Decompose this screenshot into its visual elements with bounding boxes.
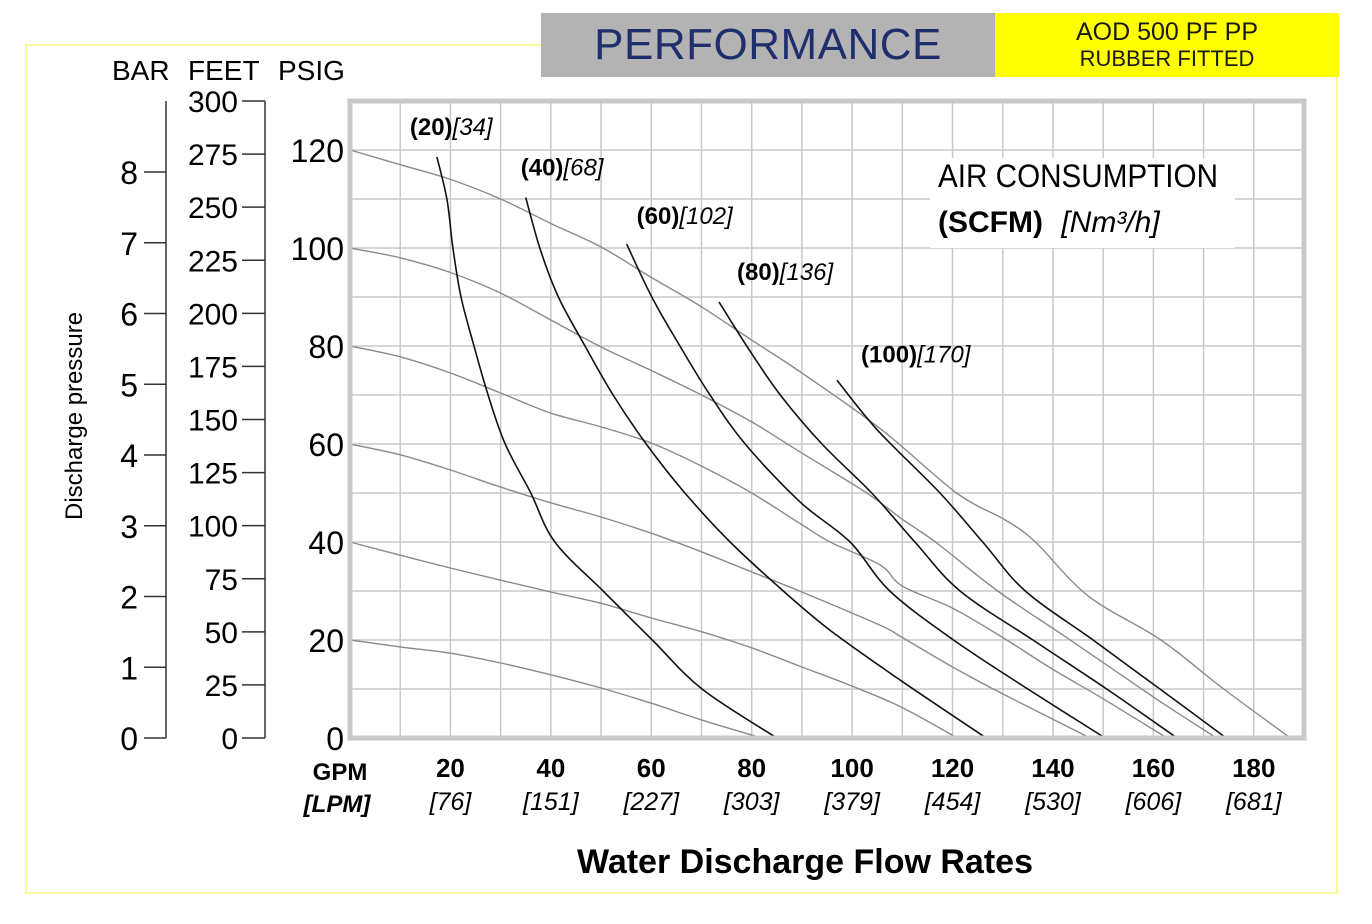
feet-tick-label: 300 [188, 86, 238, 119]
x-tick-gpm: 20 [436, 753, 465, 783]
x-tick-gpm: 180 [1232, 753, 1275, 783]
air-consumption-curve [836, 379, 1227, 739]
bar-tick-label: 8 [120, 155, 138, 191]
feet-tick-label: 225 [188, 245, 238, 278]
feet-tick-label: 150 [188, 405, 238, 438]
x-axis-title: Water Discharge Flow Rates [577, 843, 1033, 881]
air-curve-label-nm3h: [136] [779, 259, 835, 286]
y-axis-title: Discharge pressure [61, 312, 88, 520]
air-curve-label-nm3h: [68] [562, 155, 604, 182]
header-title-box: PERFORMANCE [541, 13, 995, 77]
pressure-curve [349, 443, 1091, 739]
x-tick-lpm: [530] [1024, 788, 1082, 816]
x-unit-lpm: [LPM] [303, 791, 372, 818]
bar-axis: 0 1 2 3 4 5 6 7 8 [120, 101, 167, 757]
x-tick-lpm: [379] [823, 788, 881, 816]
psig-tick-label: 60 [308, 427, 344, 463]
psig-tick-label: 0 [326, 721, 344, 757]
x-axis: 20 [76] 40 [151] 60 [227] 80 [303] 100 [379] 120 [4… [429, 753, 1283, 816]
x-tick-lpm: [151] [522, 788, 580, 816]
x-tick-lpm: [454] [924, 788, 982, 816]
feet-tick-label: 25 [205, 670, 238, 703]
x-tick-lpm: [227] [622, 788, 680, 816]
pressure-curves [349, 149, 1291, 739]
feet-tick-label: 200 [188, 298, 238, 331]
psig-tick-label: 100 [291, 231, 344, 267]
x-tick-gpm: 40 [536, 753, 565, 783]
feet-axis: 0 25 50 75 100 125 150 175 200 225 250 275 300 [188, 86, 266, 756]
axis-header-bar: BAR [112, 55, 170, 86]
feet-tick-label: 0 [221, 723, 238, 756]
legend-background [930, 158, 1235, 248]
bar-tick-label: 0 [120, 721, 138, 757]
legend-unit: (SCFM) [Nm³/h] [938, 206, 1160, 239]
axis-header-feet: FEET [188, 55, 260, 86]
air-curve-label: (60)[102] [637, 203, 734, 230]
bar-tick-label: 7 [120, 226, 138, 262]
bar-tick-label: 1 [120, 650, 138, 686]
header-title: PERFORMANCE [594, 20, 942, 69]
x-tick-gpm: 60 [637, 753, 666, 783]
air-curve-label: (100)[170] [861, 341, 972, 368]
bar-tick-label: 5 [120, 367, 138, 403]
feet-tick-label: 125 [188, 458, 238, 491]
air-consumption-curve [524, 197, 987, 739]
air-curve-label-nm3h: [34] [452, 114, 494, 141]
pressure-curve [349, 639, 762, 739]
feet-tick-label: 175 [188, 351, 238, 384]
psig-tick-label: 80 [308, 329, 344, 365]
air-curve-label-scfm: (40) [521, 155, 564, 182]
air-curve-label-scfm: (80) [737, 259, 780, 286]
legend-title: AIR CONSUMPTION [938, 158, 1218, 194]
x-tick-gpm: 120 [931, 753, 974, 783]
psig-tick-label: 40 [308, 525, 344, 561]
feet-tick-label: 275 [188, 139, 238, 172]
air-consumption-curves [436, 156, 1227, 739]
pressure-curve [349, 541, 958, 739]
bar-tick-label: 3 [120, 509, 138, 545]
header-fitting: RUBBER FITTED [1079, 46, 1255, 71]
air-curve-label-scfm: (20) [410, 114, 453, 141]
pressure-curve [349, 149, 1291, 739]
psig-tick-label: 120 [291, 133, 344, 169]
feet-tick-label: 50 [205, 617, 238, 650]
bar-tick-label: 6 [120, 297, 138, 333]
air-curve-label: (40)[68] [521, 155, 605, 182]
air-curve-label-nm3h: [102] [678, 203, 734, 230]
x-tick-gpm: 80 [737, 753, 766, 783]
air-curve-label: (20)[34] [410, 114, 494, 141]
air-curve-label-nm3h: [170] [916, 341, 972, 368]
air-curve-label-scfm: (60) [637, 203, 680, 230]
curve-labels: (20)[34](40)[68](60)[102](80)[136](100)[… [410, 114, 972, 368]
x-unit-gpm: GPM [313, 759, 368, 786]
air-consumption-curve [625, 243, 1106, 739]
header-model-box: AOD 500 PF PP RUBBER FITTED [995, 13, 1339, 77]
pressure-curve [349, 247, 1217, 739]
x-tick-gpm: 100 [830, 753, 873, 783]
plot-border [347, 98, 1307, 741]
bar-tick-label: 2 [120, 580, 138, 616]
bar-tick-label: 4 [120, 438, 138, 474]
feet-tick-label: 250 [188, 192, 238, 225]
pressure-curve [349, 345, 1168, 739]
psig-axis: 0 20 40 60 80 100 120 [291, 133, 344, 757]
feet-tick-label: 75 [205, 564, 238, 597]
header-model: AOD 500 PF PP [1075, 18, 1259, 46]
air-consumption-curve [436, 156, 778, 739]
x-tick-lpm: [76] [429, 788, 473, 816]
air-curve-label: (80)[136] [737, 259, 834, 286]
axis-header-psig: PSIG [278, 55, 345, 86]
x-tick-lpm: [303] [723, 788, 781, 816]
air-consumption-curve [718, 301, 1178, 739]
legend-unit-nm3h: [Nm³/h] [1060, 206, 1160, 239]
x-tick-lpm: [606] [1125, 788, 1183, 816]
x-tick-gpm: 160 [1132, 753, 1175, 783]
psig-tick-label: 20 [308, 623, 344, 659]
feet-tick-label: 100 [188, 511, 238, 544]
air-curve-label-scfm: (100) [861, 341, 917, 368]
x-tick-gpm: 140 [1031, 753, 1074, 783]
legend-unit-scfm: (SCFM) [938, 206, 1043, 239]
x-tick-lpm: [681] [1225, 788, 1283, 816]
